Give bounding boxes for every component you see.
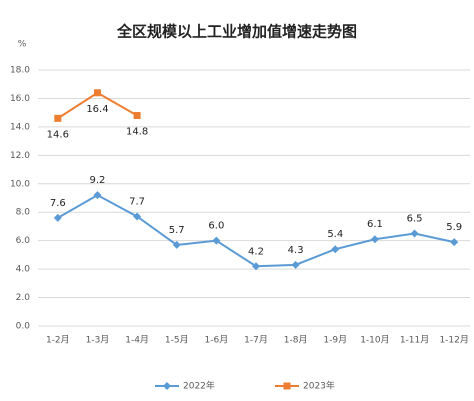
x-tick-label: 1-12月 [439, 335, 468, 346]
y-tick-label: 14.0 [10, 122, 30, 132]
data-label: 16.4 [86, 104, 108, 115]
point [163, 382, 171, 390]
x-tick-label: 1-5月 [165, 335, 189, 346]
point [283, 382, 291, 390]
data-label: 7.7 [129, 196, 145, 207]
point [450, 238, 459, 247]
data-label: 6.1 [367, 219, 383, 230]
point [331, 245, 340, 254]
point [93, 191, 102, 200]
x-tick-label: 1-3月 [86, 335, 110, 346]
y-tick-label: 12.0 [10, 151, 30, 161]
y-tick-label: 6.0 [16, 236, 31, 246]
y-tick-label: 16.0 [10, 94, 30, 104]
data-label: 4.3 [288, 245, 304, 256]
point [54, 114, 62, 122]
point [410, 229, 419, 238]
data-label: 7.6 [50, 198, 66, 209]
chart-title: 全区规模以上工业增加值增速走势图 [116, 23, 357, 41]
data-label: 9.2 [90, 175, 106, 186]
data-label: 5.9 [446, 222, 462, 233]
legend-label: 2023年 [303, 380, 335, 392]
data-label: 5.7 [169, 225, 185, 236]
data-label: 6.5 [407, 214, 423, 225]
x-tick-label: 1-4月 [125, 335, 149, 346]
point [53, 213, 62, 222]
data-label: 5.4 [327, 229, 343, 240]
y-tick-label: 10.0 [10, 179, 30, 189]
x-tick-label: 1-10月 [360, 335, 389, 346]
x-tick-label: 1-2月 [46, 335, 70, 346]
x-tick-label: 1-11月 [400, 335, 429, 346]
y-tick-label: 4.0 [16, 265, 31, 275]
point [370, 235, 379, 244]
point [93, 89, 101, 97]
x-tick-label: 1-7月 [244, 335, 268, 346]
y-unit: % [18, 40, 27, 50]
y-tick-label: 8.0 [16, 208, 31, 218]
y-tick-label: 2.0 [16, 293, 31, 303]
point [252, 262, 260, 271]
point [172, 240, 181, 249]
point [133, 112, 141, 120]
data-label: 14.6 [47, 129, 69, 140]
data-label: 14.8 [126, 127, 148, 138]
data-label: 6.0 [208, 221, 224, 232]
x-tick-label: 1-6月 [205, 335, 229, 346]
y-tick-label: 0.0 [16, 322, 31, 332]
x-tick-label: 1-8月 [284, 335, 308, 346]
x-tick-label: 1-9月 [323, 335, 347, 346]
data-label: 4.2 [248, 246, 264, 257]
legend-label: 2022年 [183, 380, 215, 392]
point [212, 236, 221, 245]
y-tick-label: 18.0 [10, 66, 30, 76]
point [291, 260, 300, 269]
point [133, 212, 142, 221]
